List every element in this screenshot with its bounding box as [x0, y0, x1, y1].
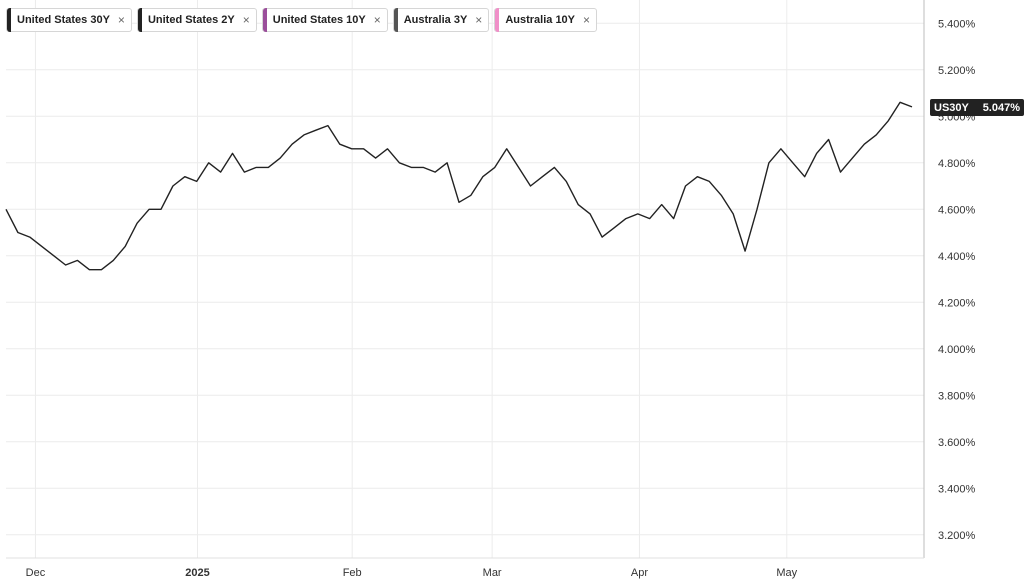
- series-tag-box: [930, 98, 1024, 116]
- legend-label: United States 10Y: [272, 14, 366, 26]
- y-tick-label: 3.800%: [938, 390, 976, 402]
- y-tick-label: 4.800%: [938, 158, 976, 170]
- legend-label: United States 30Y: [17, 14, 110, 26]
- legend-swatch: [393, 8, 398, 32]
- legend-swatch: [262, 8, 267, 32]
- series-tag-value: 5.047%: [983, 102, 1021, 114]
- close-icon[interactable]: ×: [583, 13, 591, 27]
- series-line: [5, 101, 913, 271]
- x-tick-label: Feb: [343, 567, 362, 579]
- y-tick-label: 3.600%: [938, 437, 976, 449]
- x-tick-label: Mar: [483, 567, 502, 579]
- x-tick-label: Dec: [26, 567, 46, 579]
- x-tick-label: 2025: [185, 567, 209, 579]
- close-icon[interactable]: ×: [373, 13, 381, 27]
- close-icon[interactable]: ×: [242, 13, 250, 27]
- legend-label: Australia 3Y: [403, 14, 468, 26]
- series-tag-name: US30Y: [934, 102, 970, 114]
- legend-swatch: [495, 8, 500, 32]
- y-tick-label: 3.400%: [938, 483, 976, 495]
- series-tag: US30Y 5.047%: [930, 98, 1024, 116]
- x-tick-label: May: [776, 567, 797, 579]
- legend-swatch: [7, 8, 11, 32]
- close-icon[interactable]: ×: [475, 13, 483, 27]
- y-tick-label: 4.200%: [938, 297, 976, 309]
- legend: United States 30Y × United States 2Y × Unite…: [6, 8, 598, 32]
- legend-label: United States 2Y: [147, 14, 235, 26]
- legend-item[interactable]: United States 30Y ×: [6, 8, 132, 32]
- legend-swatch: [137, 8, 142, 32]
- legend-item[interactable]: Australia 3Y ×: [392, 8, 490, 32]
- y-tick-label: 4.600%: [938, 204, 976, 216]
- legend-item[interactable]: Australia 10Y ×: [494, 8, 598, 32]
- x-tick-label: Apr: [631, 567, 648, 579]
- y-tick-label: 5.200%: [938, 65, 976, 77]
- legend-label: Australia 10Y: [505, 14, 576, 26]
- y-tick-label: 3.200%: [938, 530, 976, 542]
- legend-item[interactable]: United States 10Y ×: [261, 8, 388, 32]
- y-tick-label: 4.400%: [938, 251, 976, 263]
- y-tick-label: 4.000%: [938, 344, 976, 356]
- legend-item[interactable]: United States 2Y ×: [136, 8, 257, 32]
- close-icon[interactable]: ×: [117, 13, 125, 27]
- y-tick-label: 5.400%: [938, 18, 976, 30]
